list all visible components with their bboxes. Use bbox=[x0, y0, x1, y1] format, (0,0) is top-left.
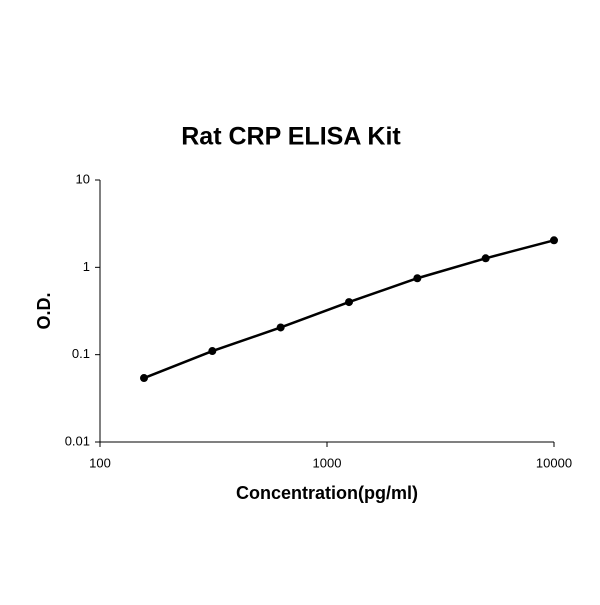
data-point bbox=[139, 374, 148, 383]
y-axis-title: O.D. bbox=[34, 292, 54, 329]
data-point bbox=[413, 274, 422, 283]
x-tick-label: 1000 bbox=[313, 455, 342, 470]
data-point bbox=[344, 298, 353, 307]
x-tick-label: 10000 bbox=[536, 455, 572, 470]
y-tick-label: 0.01 bbox=[65, 433, 90, 448]
data-point bbox=[481, 254, 490, 263]
data-point bbox=[276, 323, 285, 332]
x-tick-label: 100 bbox=[89, 455, 111, 470]
y-tick-label: 1 bbox=[83, 259, 90, 274]
data-point bbox=[208, 347, 217, 356]
data-point bbox=[550, 236, 558, 245]
x-axis-title: Concentration(pg/ml) bbox=[236, 483, 418, 503]
y-tick-label: 10 bbox=[76, 171, 90, 186]
chart-title: Rat CRP ELISA Kit bbox=[181, 123, 401, 151]
y-tick-label: 0.1 bbox=[72, 346, 90, 361]
